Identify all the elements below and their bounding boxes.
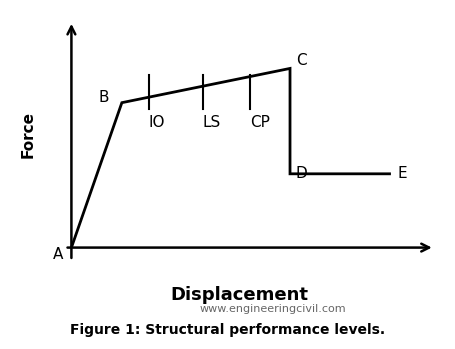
Text: LS: LS [202, 114, 221, 129]
Text: E: E [398, 166, 408, 181]
Text: Displacement: Displacement [171, 286, 308, 304]
Text: B: B [98, 90, 109, 105]
Text: IO: IO [149, 114, 165, 129]
Text: D: D [296, 166, 308, 181]
Text: CP: CP [250, 114, 269, 129]
Text: C: C [297, 53, 307, 68]
Text: A: A [53, 247, 63, 262]
Text: Figure 1: Structural performance levels.: Figure 1: Structural performance levels. [70, 323, 385, 337]
Text: Force: Force [20, 111, 35, 158]
Text: www.engineeringcivil.com: www.engineeringcivil.com [200, 304, 346, 314]
